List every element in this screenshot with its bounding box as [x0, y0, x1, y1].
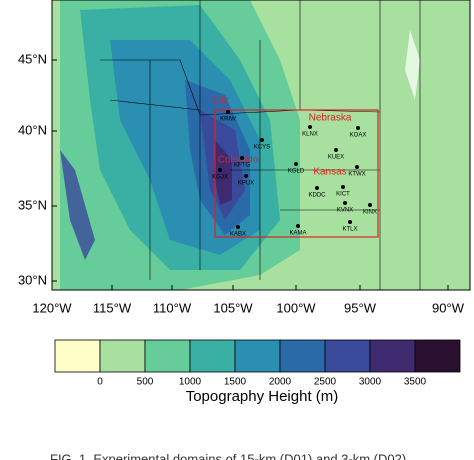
station-label: KPUX	[238, 181, 254, 187]
lon-label: 105°W	[213, 300, 253, 315]
station-label: KGJX	[212, 175, 228, 181]
station-label: KAMA	[289, 231, 306, 237]
lon-label: 100°W	[276, 300, 316, 315]
caption: FIG. 1. Experimental domains of 15-km (D…	[50, 451, 406, 460]
lon-label: 120°W	[32, 300, 72, 315]
lon-label: 90°W	[432, 300, 465, 315]
station-dot	[348, 220, 352, 224]
station-label: KICT	[336, 192, 350, 198]
d02-box	[214, 109, 379, 238]
colorbar-tick-label: 500	[137, 377, 154, 388]
station-dot	[308, 125, 312, 129]
colorbar-tick-label: 1500	[224, 377, 247, 388]
region-label: Colorado	[218, 155, 259, 166]
colorbar-bin	[324, 339, 371, 373]
lat-label: 40°N	[18, 122, 47, 137]
colorbar-bin	[414, 339, 461, 373]
colorbar-tick-label: 1000	[179, 377, 202, 388]
station-label: KLNX	[302, 132, 318, 138]
terrain	[52, 0, 470, 290]
station-dot	[244, 174, 248, 178]
lat-label: 45°N	[18, 51, 47, 66]
station-dot	[294, 162, 298, 166]
colorbar-bin	[144, 339, 191, 373]
colorbar-bin	[369, 339, 416, 373]
colorbar-bin	[99, 339, 146, 373]
map-frame	[51, 0, 471, 291]
lat-label: 35°N	[18, 197, 47, 212]
colorbar-tick-label: 2500	[314, 377, 337, 388]
station-label: KABX	[230, 232, 246, 238]
region-label: Nebraska	[309, 113, 352, 124]
colorbar-bin	[234, 339, 281, 373]
colorbar-label: Topography Height (m)	[186, 388, 339, 405]
colorbar-tick-label: 3500	[404, 377, 427, 388]
colorbar-tick-label: 2000	[269, 377, 292, 388]
lon-label: 95°W	[344, 300, 377, 315]
station-dot	[368, 203, 372, 207]
region-label: Kansas	[313, 167, 346, 178]
station-dot	[343, 201, 347, 205]
lon-label: 110°W	[153, 300, 192, 315]
station-label: KTLX	[342, 227, 357, 233]
station-label: KRIW	[220, 117, 236, 123]
station-dot	[315, 186, 319, 190]
lon-label: 115°W	[93, 300, 132, 315]
domain-label: D02	[212, 95, 229, 105]
station-dot	[334, 148, 338, 152]
station-dot	[226, 110, 230, 114]
station-label: KOAX	[350, 133, 367, 139]
station-dot	[355, 165, 359, 169]
station-label: KUEX	[328, 155, 344, 161]
station-dot	[236, 225, 240, 229]
lat-label: 30°N	[18, 272, 47, 287]
station-label: KINX	[363, 210, 377, 216]
colorbar-tick-label: 0	[97, 377, 103, 388]
station-dot	[356, 126, 360, 130]
colorbar-bin	[279, 339, 326, 373]
station-label: KTWX	[348, 172, 365, 178]
station-dot	[296, 224, 300, 228]
station-dot	[341, 185, 345, 189]
station-label: KDDC	[308, 193, 326, 199]
station-dot	[260, 138, 264, 142]
station-label: KVNX	[337, 208, 353, 214]
station-dot	[218, 168, 222, 172]
station-label: KGLD	[288, 169, 305, 175]
colorbar-bin	[54, 339, 101, 373]
station-dot	[240, 156, 244, 160]
colorbar-tick-label: 3000	[359, 377, 382, 388]
station-label: KCYS	[254, 145, 270, 151]
station-label: KFTG	[234, 163, 250, 169]
colorbar-bin	[189, 339, 236, 373]
